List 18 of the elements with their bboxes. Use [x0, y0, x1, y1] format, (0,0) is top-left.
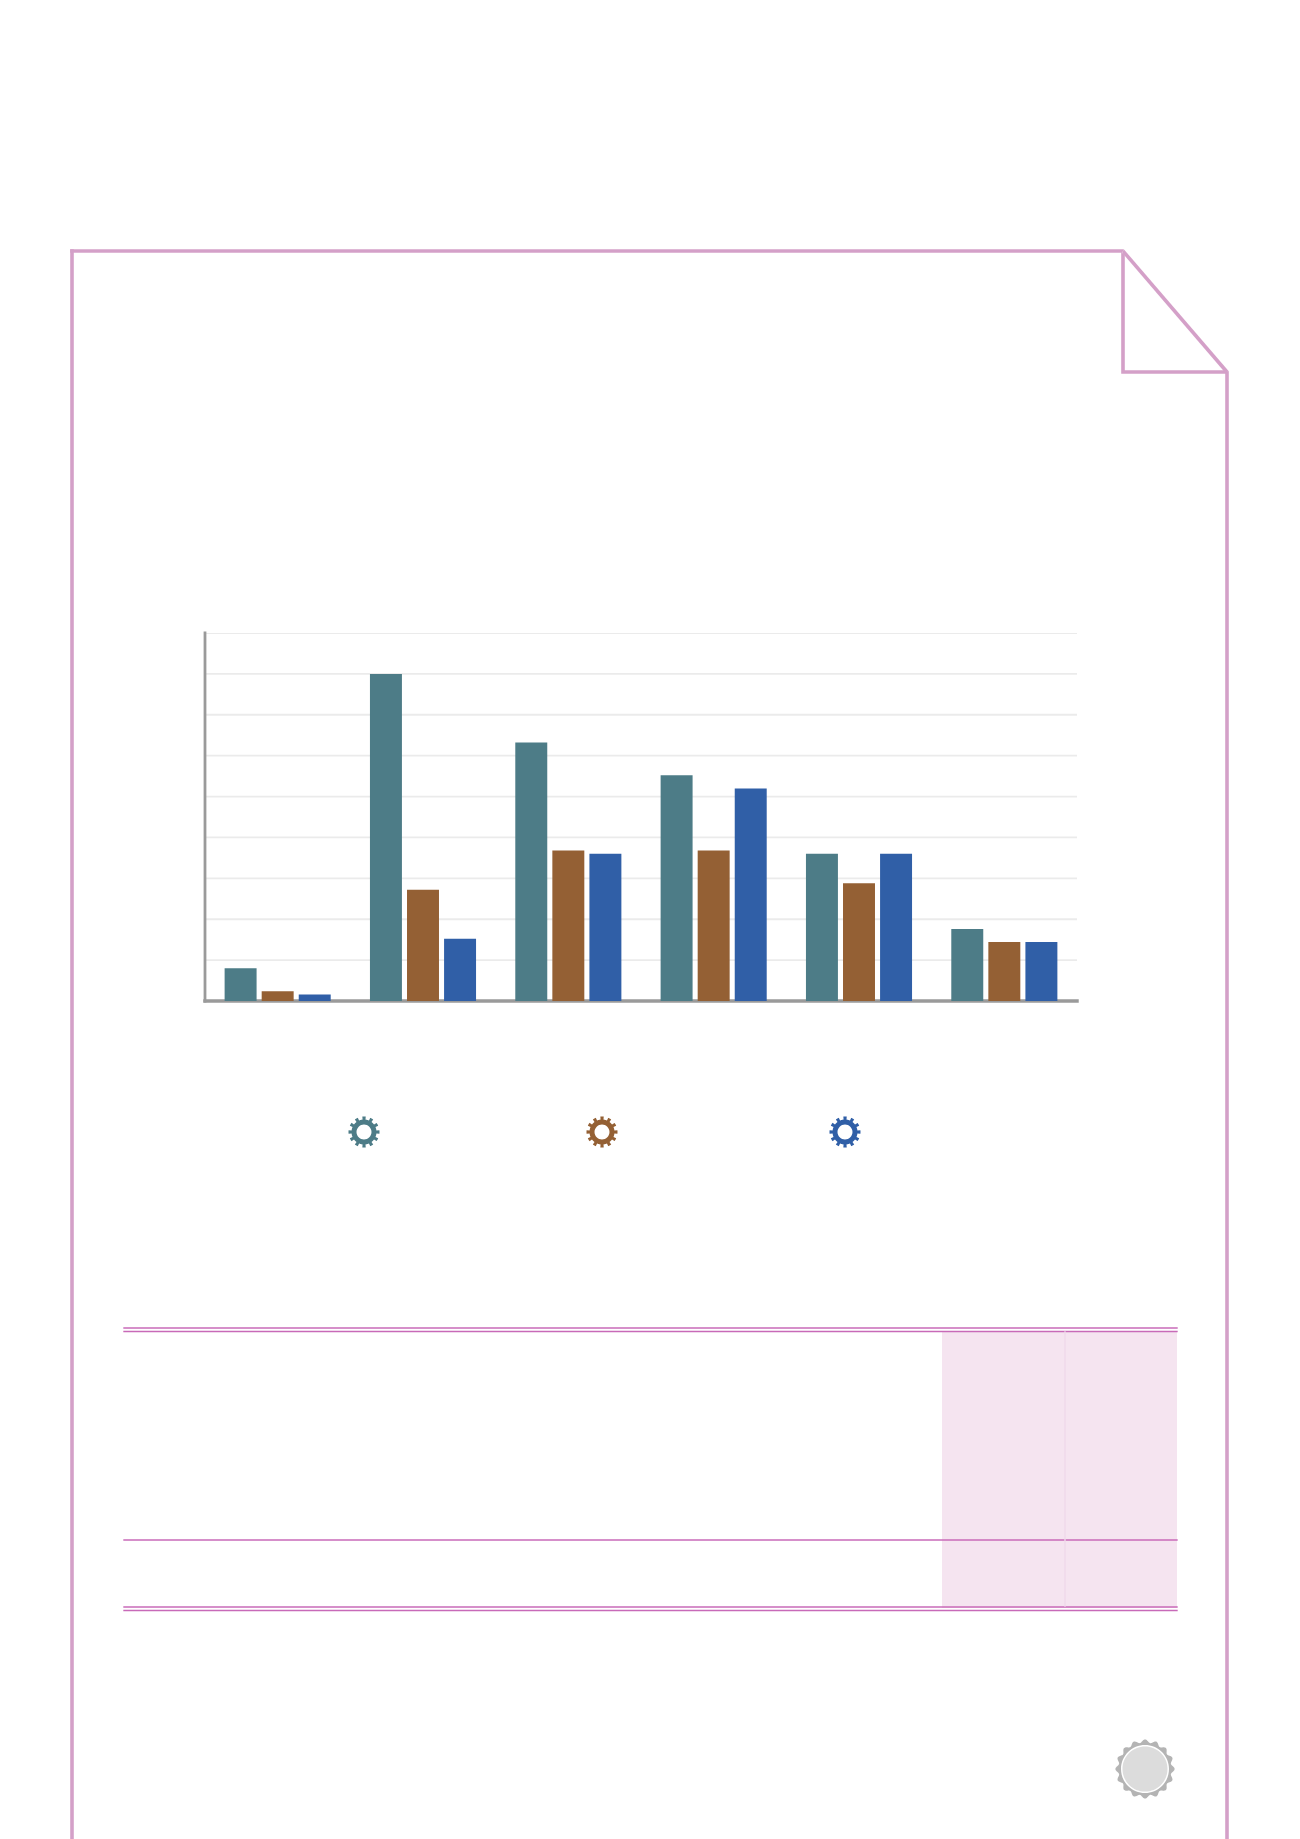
bar: [224, 968, 257, 1001]
bar: [734, 788, 767, 1001]
bar: [369, 673, 402, 1001]
bar: [697, 850, 730, 1001]
bar: [407, 889, 439, 1001]
bar: [552, 850, 585, 1001]
bar: [515, 742, 548, 1001]
bar: [589, 853, 622, 1001]
bar: [444, 938, 477, 1001]
bar: [660, 775, 693, 1001]
bar: [843, 883, 875, 1001]
bar: [805, 853, 838, 1001]
bar: [261, 991, 294, 1001]
bar: [1025, 942, 1058, 1001]
bar: [880, 853, 913, 1001]
bar: [988, 942, 1021, 1001]
bar: [298, 994, 331, 1001]
bar: [951, 929, 984, 1001]
